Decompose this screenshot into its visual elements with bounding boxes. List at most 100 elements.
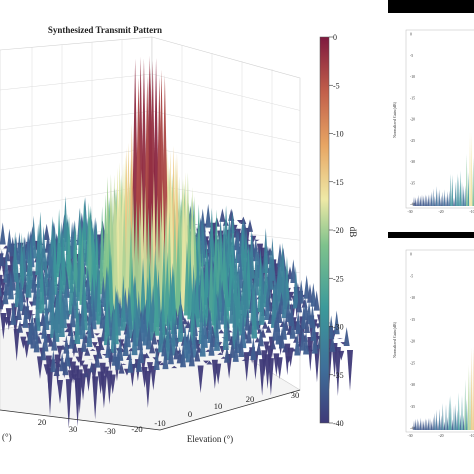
surface-spike bbox=[208, 331, 215, 356]
panel-y-tick-label: -30 bbox=[410, 160, 415, 164]
surface-spike bbox=[267, 358, 274, 396]
surface-spike bbox=[311, 329, 318, 354]
panel-gain-spike bbox=[432, 188, 434, 206]
panel-x-tick-label: -30 bbox=[407, 210, 412, 214]
surface-spike bbox=[310, 282, 317, 307]
panel-gain-spike bbox=[464, 379, 466, 430]
surface-spike bbox=[205, 203, 212, 228]
panel-gain-spike bbox=[416, 197, 418, 206]
surface-spike bbox=[50, 349, 57, 373]
surface-spike bbox=[171, 365, 178, 369]
surface-spike bbox=[105, 334, 112, 358]
x-axis-label: Elevation (°) bbox=[187, 434, 233, 444]
surface-spike bbox=[241, 359, 248, 361]
surface-spike bbox=[92, 376, 99, 420]
panel-gain-spike bbox=[434, 413, 436, 430]
surface-spike bbox=[6, 228, 13, 253]
surface-spike bbox=[177, 290, 184, 342]
surface-spike bbox=[193, 265, 200, 328]
surface-spike bbox=[91, 342, 98, 348]
surface-spike bbox=[13, 328, 20, 362]
colorbar-tick-label: -20 bbox=[333, 226, 344, 235]
panel-gain-spike bbox=[459, 170, 462, 206]
panel-gain-spike bbox=[445, 404, 447, 430]
surface-spike bbox=[79, 299, 86, 340]
surface-spike bbox=[100, 375, 107, 409]
surface-spike bbox=[200, 220, 207, 267]
surface-spike bbox=[303, 330, 310, 355]
panel-gain-spike bbox=[413, 196, 415, 206]
y-axis-label: (°) bbox=[2, 432, 12, 442]
panel-x-tick-label: -30 bbox=[407, 434, 412, 438]
surface-spike bbox=[215, 363, 222, 385]
surface-spike bbox=[270, 278, 277, 328]
surface-spike bbox=[57, 380, 63, 404]
surface-spike bbox=[74, 290, 81, 344]
panel-gain-spike bbox=[453, 405, 455, 430]
panel-y-tick-label: -20 bbox=[410, 118, 415, 122]
surface-spike bbox=[170, 312, 177, 356]
surface-spike bbox=[263, 341, 270, 354]
panel-gain-spike bbox=[462, 415, 465, 430]
panel-gain-spike bbox=[416, 418, 418, 430]
surface-spike bbox=[82, 364, 89, 377]
panel-gain-spike bbox=[467, 364, 470, 430]
surface-spike bbox=[33, 329, 40, 353]
surface-spike bbox=[2, 280, 9, 305]
panel-gain-spike bbox=[426, 195, 428, 206]
surface-spike bbox=[12, 231, 19, 282]
surface-spike bbox=[14, 258, 21, 308]
surface-spike bbox=[213, 314, 220, 351]
surface-spike bbox=[237, 220, 243, 224]
surface-spike bbox=[0, 222, 6, 245]
panel-gain-spike bbox=[429, 417, 431, 430]
surface-spike bbox=[188, 345, 195, 367]
surface-spike bbox=[118, 339, 125, 349]
surface-spike bbox=[264, 286, 271, 320]
panel-y-tick-label: -35 bbox=[410, 405, 415, 409]
surface-spike bbox=[72, 221, 79, 297]
panel-gain-spike bbox=[446, 191, 449, 206]
surface-spike bbox=[167, 340, 174, 365]
surface-spike bbox=[292, 266, 299, 309]
surface-spike bbox=[197, 365, 204, 394]
panel-gain-spike bbox=[456, 409, 458, 430]
panel-y-tick-label: -5 bbox=[410, 274, 413, 278]
surface-spike bbox=[175, 221, 182, 317]
surface-spike bbox=[299, 327, 306, 351]
surface-spike bbox=[185, 328, 192, 363]
surface-spike bbox=[136, 353, 143, 372]
colorbar-scale bbox=[319, 36, 330, 424]
x-tick-label: -20 bbox=[131, 424, 142, 434]
surface-spike bbox=[265, 325, 272, 333]
surface-spike bbox=[329, 334, 336, 352]
panel-gain-spike bbox=[466, 398, 468, 430]
panel-gain-spike bbox=[414, 197, 417, 206]
surface-spike bbox=[0, 279, 1, 284]
surface-spike bbox=[103, 285, 110, 346]
surface-spike bbox=[203, 360, 210, 364]
panel-x-tick-label: -20 bbox=[438, 210, 443, 214]
panel-bottom-frame bbox=[405, 249, 474, 433]
surface-spike bbox=[281, 276, 288, 319]
surface-spike bbox=[243, 352, 250, 382]
surface-spike bbox=[68, 325, 75, 349]
panel-gain-spike bbox=[448, 396, 450, 430]
panel-gain-spike bbox=[434, 195, 436, 206]
surface-spike bbox=[255, 341, 262, 356]
surface-spike bbox=[231, 301, 238, 350]
axis-lines bbox=[0, 389, 301, 431]
panel-gain-spike bbox=[443, 189, 446, 206]
panel-y-tick-label: -20 bbox=[410, 340, 415, 344]
panel-gain-spike bbox=[469, 131, 471, 206]
surface-spike bbox=[17, 320, 23, 333]
panel-gain-spike bbox=[432, 416, 434, 430]
surface-spike bbox=[68, 255, 75, 315]
surface-spike bbox=[20, 336, 27, 349]
surface-spike bbox=[75, 356, 82, 363]
surface-spike bbox=[258, 273, 265, 325]
panel-gain-spike bbox=[440, 195, 442, 206]
panel-gain-spike bbox=[461, 181, 463, 206]
surface-spike bbox=[202, 263, 209, 327]
